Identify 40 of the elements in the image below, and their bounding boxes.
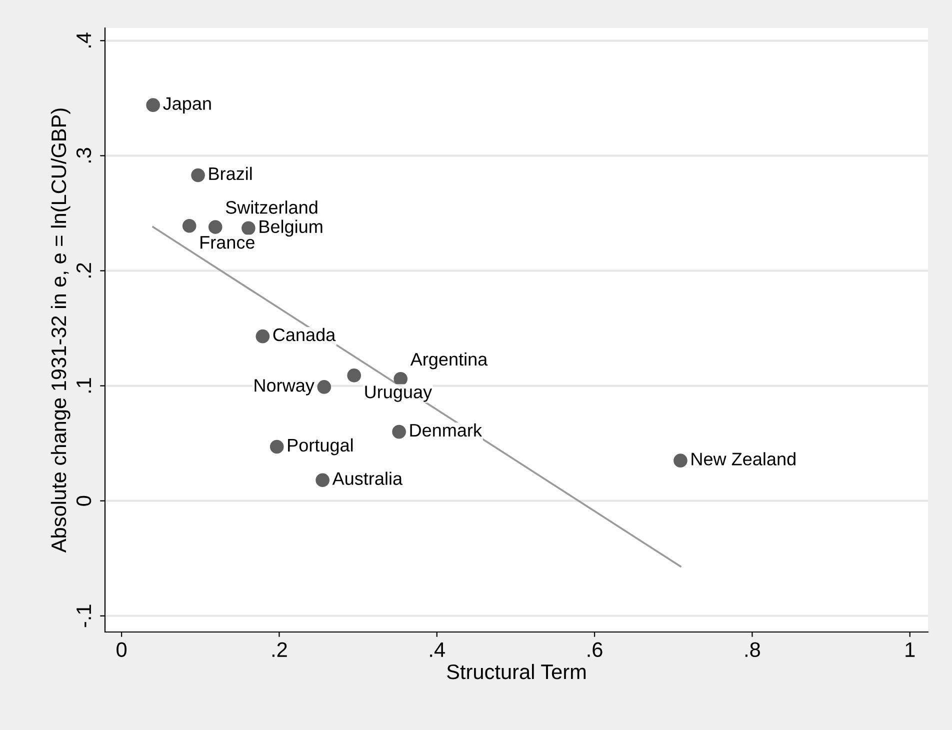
- annotation: Brazil: [209, 166, 252, 180]
- point: [347, 368, 362, 382]
- x-axis-title: Structural Term: [447, 664, 586, 680]
- point: [191, 168, 205, 182]
- x-tick-label: .2: [272, 642, 287, 657]
- point: [146, 98, 160, 112]
- y-tick-label: -.1: [76, 604, 91, 628]
- x-tick-label: 1: [906, 642, 915, 657]
- x-tick-label: .8: [745, 642, 760, 658]
- point: [394, 372, 408, 386]
- x-tick-label: 0: [116, 642, 127, 658]
- annotation: Portugal: [288, 438, 353, 456]
- point: [270, 440, 284, 454]
- point: [242, 221, 256, 236]
- annotation: Australia: [332, 472, 403, 485]
- y-tick-label: 0: [76, 496, 92, 506]
- annotation: Canada: [273, 328, 336, 342]
- y-tick-label: .1: [76, 378, 91, 393]
- y-tick-label: .4: [76, 32, 91, 48]
- annotation: Belgium: [260, 220, 322, 237]
- y-axis-title: Absolute change 1931-32 in e, e = ln(LCU/GBP): [50, 108, 70, 553]
- point: [256, 329, 270, 344]
- point: [208, 220, 222, 234]
- point: [674, 454, 688, 468]
- annotation: Norway: [254, 379, 314, 396]
- point: [316, 473, 330, 488]
- annotation: Argentina: [410, 352, 488, 370]
- annotation: France: [200, 236, 254, 249]
- y-tick-label: .2: [76, 263, 91, 278]
- annotation: Switzerland: [226, 200, 318, 214]
- annotation: New Zealand: [692, 452, 796, 466]
- annotation: Denmark: [410, 423, 482, 437]
- point: [317, 380, 332, 394]
- x-tick-label: .6: [588, 642, 602, 658]
- annotation: Uruguay: [365, 386, 432, 402]
- point: [182, 218, 196, 233]
- annotation: Japan: [163, 97, 211, 114]
- x-tick-label: .4: [430, 642, 445, 657]
- y-tick-label: .3: [76, 148, 92, 162]
- point: [392, 424, 406, 439]
